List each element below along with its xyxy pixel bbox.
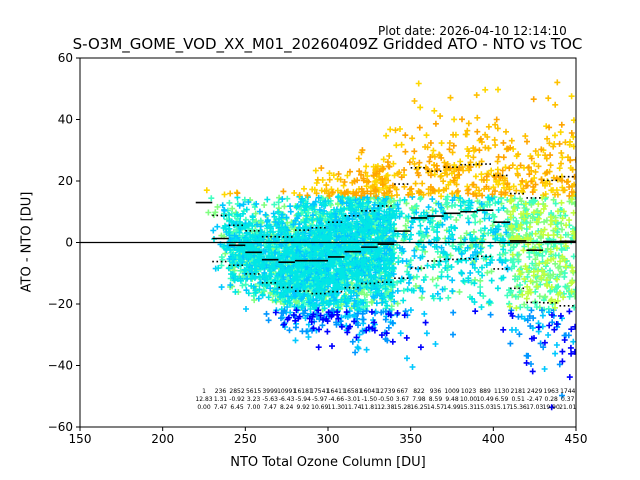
bin-mean-label: 9.48: [445, 396, 459, 403]
bin-n-label: 17541: [310, 388, 329, 395]
x-tick-label: 200: [151, 432, 174, 446]
bin-n-label: 2429: [527, 388, 542, 395]
bin-n-label: 16581: [343, 388, 362, 395]
bin-sd-label: 15.31: [460, 404, 477, 411]
bin-sd-label: 0.00: [197, 404, 211, 411]
bin-mean-label: -4.66: [329, 396, 345, 403]
y-axis-label: ATO - NTO [DU]: [19, 191, 35, 293]
bin-mean-label: 7.98: [412, 396, 426, 403]
bin-sd-label: 19.90: [543, 404, 560, 411]
bin-sd-label: 14.57: [427, 404, 444, 411]
scatter-series: [234, 96, 576, 199]
bin-mean-label: -2.47: [527, 396, 543, 403]
bin-mean-label: 8.59: [429, 396, 443, 403]
bin-sd-label: 8.24: [280, 404, 294, 411]
bin-n-label: 2181: [510, 388, 525, 395]
bin-sd-label: 10.69: [311, 404, 328, 411]
chart-title: S-O3M_GOME_VOD_XX_M01_20260409Z Gridded …: [72, 35, 583, 53]
bin-n-label: 236: [215, 388, 227, 395]
bin-sd-label: 7.47: [214, 404, 228, 411]
y-tick-label: −40: [48, 359, 73, 373]
bin-mean-label: 1.31: [214, 396, 228, 403]
x-tick-label: 150: [69, 432, 92, 446]
bin-mean-label: -5.97: [312, 396, 328, 403]
bin-sd-label: 14.99: [443, 404, 460, 411]
bin-n-label: 16411: [327, 388, 346, 395]
bin-mean-label: 0.28: [545, 396, 559, 403]
bin-mean-label: 0.37: [561, 396, 575, 403]
bin-n-label: 1023: [461, 388, 476, 395]
bin-sd-label: 15.36: [510, 404, 527, 411]
bin-n-label: 2852: [229, 388, 244, 395]
bin-sd-label: 15.28: [394, 404, 411, 411]
bin-sd-label: 21.01: [559, 404, 576, 411]
scatter-series: [506, 194, 576, 312]
bin-mean-label: -5.94: [295, 396, 311, 403]
scatter-series: [227, 79, 576, 199]
x-tick-label: 450: [565, 432, 588, 446]
x-axis-label: NTO Total Ozone Column [DU]: [230, 455, 426, 470]
bin-mean-label: 3.67: [396, 396, 410, 403]
bin-labels: 112.830.002361.317.472852-0.926.4556153.…: [195, 388, 576, 411]
bin-n-label: 1963: [544, 388, 559, 395]
x-axis: 150 200 250 300 350 400 450: [69, 427, 588, 446]
bin-n-label: 1009: [444, 388, 459, 395]
bin-statistics: [195, 163, 576, 307]
bin-sd-label: 15.17: [493, 404, 510, 411]
bin-mean-label: 6.59: [495, 396, 509, 403]
bin-sd-label: 11.81: [361, 404, 378, 411]
bin-sd-label: 7.00: [247, 404, 261, 411]
bin-mean-label: -5.63: [262, 396, 278, 403]
bin-mean-label: 3.23: [247, 396, 261, 403]
scatter-series: [272, 307, 576, 411]
y-tick-label: 40: [58, 113, 73, 127]
bin-n-label: 10991: [277, 388, 296, 395]
bin-mean-label: 10.49: [476, 396, 493, 403]
bin-n-label: 5615: [246, 388, 261, 395]
bin-mean-label: 0.51: [511, 396, 525, 403]
y-tick-label: 0: [65, 236, 73, 250]
bin-n-label: 667: [397, 388, 409, 395]
bin-n-label: 16181: [294, 388, 313, 395]
bin-sd-label: 6.45: [230, 404, 244, 411]
x-tick-label: 350: [399, 432, 422, 446]
bin-sd-label: 16.25: [410, 404, 427, 411]
bin-mean-label: -6.43: [279, 396, 295, 403]
bin-n-label: 3999: [262, 388, 277, 395]
bin-n-label: 822: [413, 388, 425, 395]
y-tick-label: −20: [48, 297, 73, 311]
bin-n-label: 12739: [376, 388, 395, 395]
bin-sd-label: 11.74: [344, 404, 361, 411]
bin-n-label: 936: [430, 388, 442, 395]
bin-mean-label: -3.01: [345, 396, 361, 403]
bin-mean-label: 12.83: [195, 396, 212, 403]
bin-sd-label: 17.03: [526, 404, 543, 411]
bin-sd-label: 12.38: [377, 404, 394, 411]
x-tick-label: 400: [482, 432, 505, 446]
bin-sd-label: 7.47: [263, 404, 277, 411]
bin-mean-label: -1.50: [362, 396, 378, 403]
bin-sd-label: 11.30: [328, 404, 345, 411]
bin-sd-label: 9.92: [297, 404, 311, 411]
bin-n-label: 889: [479, 388, 491, 395]
y-tick-label: 20: [58, 174, 73, 188]
y-tick-label: −60: [48, 420, 73, 434]
x-tick-label: 300: [317, 432, 340, 446]
bin-mean-label: 10.00: [460, 396, 477, 403]
bin-mean-label: -0.92: [229, 396, 245, 403]
bin-n-label: 1: [202, 388, 206, 395]
x-tick-label: 250: [234, 432, 257, 446]
plot-date: Plot date: 2026-04-10 12:14:10: [378, 24, 567, 38]
bin-sd-label: 15.03: [476, 404, 493, 411]
bin-n-label: 1744: [560, 388, 575, 395]
scatter-points: [203, 79, 576, 411]
y-axis: −60 −40 −20 0 20 40 60: [48, 51, 80, 434]
y-tick-label: 60: [58, 51, 73, 65]
bin-n-label: 16041: [360, 388, 379, 395]
bin-n-label: 1130: [494, 388, 509, 395]
bin-mean-label: -0.50: [378, 396, 394, 403]
